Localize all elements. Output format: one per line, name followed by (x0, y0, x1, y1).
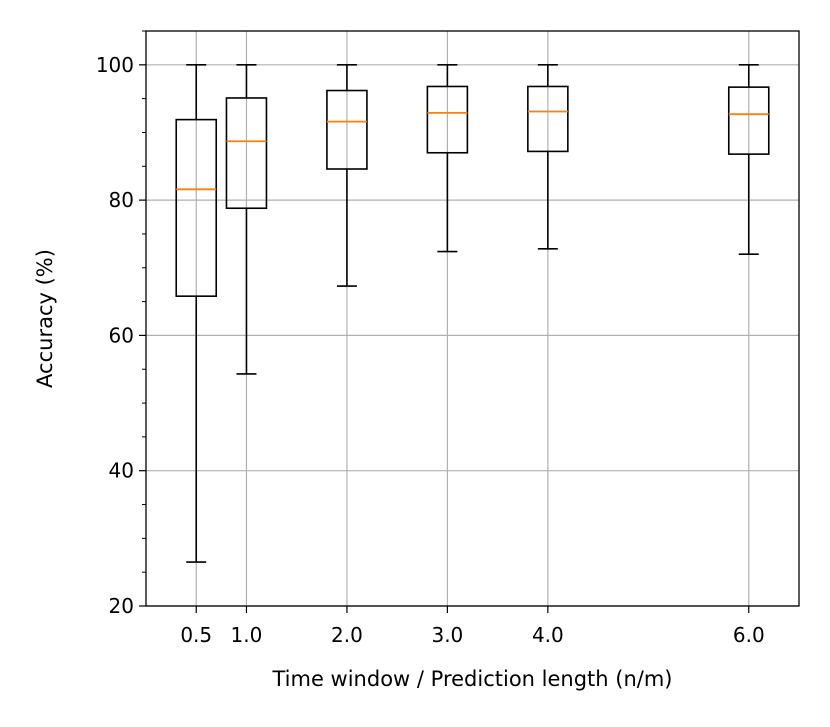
y-tick-label: 40 (109, 459, 134, 483)
box-body (727, 86, 770, 155)
y-axis-label: Accuracy (%) (33, 249, 57, 388)
plot-frame (145, 30, 800, 607)
box-body (527, 85, 569, 153)
box-group (326, 64, 368, 287)
y-tick-label: 20 (109, 594, 134, 618)
y-tick-label: 80 (109, 188, 134, 212)
box-group (727, 64, 770, 256)
box-group (426, 64, 469, 253)
x-tick-label: 2.0 (331, 623, 363, 647)
y-tick-label: 100 (96, 53, 134, 77)
box-body (326, 89, 368, 170)
box-group (175, 64, 218, 563)
x-tick-label: 4.0 (532, 623, 564, 647)
box-series (175, 64, 770, 563)
x-axis-label: Time window / Prediction length (n/m) (271, 667, 672, 691)
box-body (225, 97, 268, 210)
grid-lines (146, 31, 799, 607)
box-body (175, 118, 218, 297)
box-group (527, 64, 569, 250)
x-tick-label: 1.0 (231, 623, 263, 647)
x-tick-label: 6.0 (733, 623, 765, 647)
axes: 0.5 1.0 2.0 3.0 4.0 6.0 20 40 60 80 100 (96, 30, 765, 647)
x-tick-label: 3.0 (431, 623, 463, 647)
x-tick-label: 0.5 (180, 623, 212, 647)
box-group (225, 64, 268, 375)
y-tick-label: 60 (109, 323, 134, 347)
box-body (426, 85, 469, 154)
